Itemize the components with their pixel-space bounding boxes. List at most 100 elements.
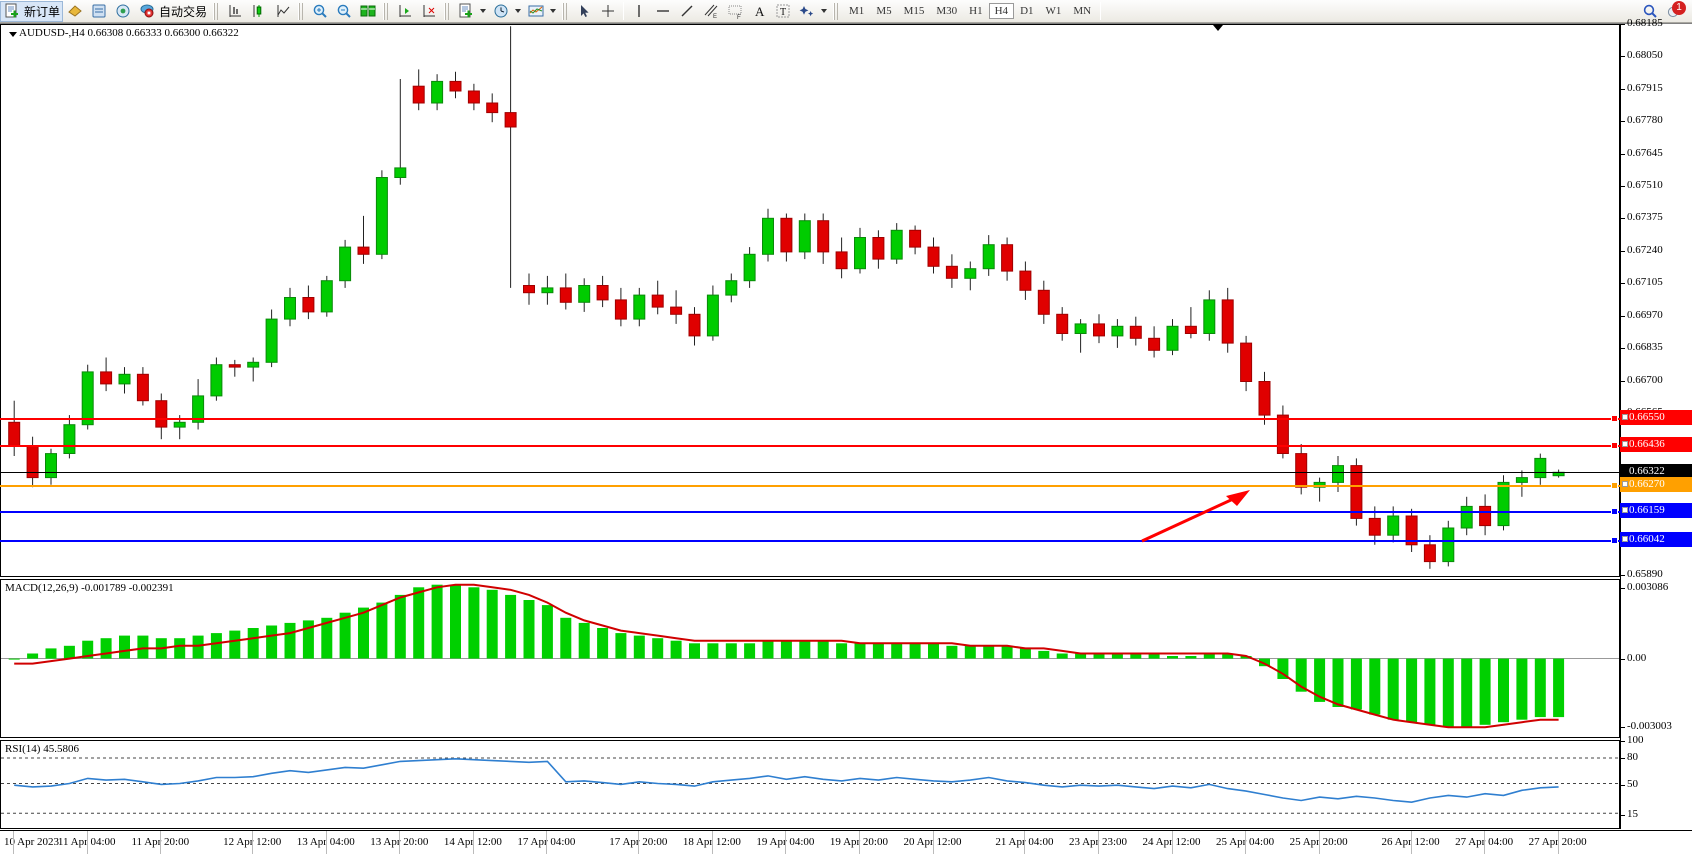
trendline-button[interactable]: [675, 1, 699, 22]
price-line-resistance-1[interactable]: [0, 417, 1620, 420]
timeframe-m5[interactable]: M5: [876, 5, 892, 17]
candle-body: [1276, 414, 1289, 455]
bar-chart-button[interactable]: [223, 1, 247, 22]
rsi-tick: [1621, 784, 1625, 786]
price-tick-label: 0.67105: [1627, 276, 1663, 289]
candle-body: [1148, 337, 1161, 351]
price-line-handle[interactable]: [1611, 508, 1618, 516]
market-watch-glyph: [90, 2, 108, 20]
toolbar-grip[interactable]: [383, 2, 391, 20]
price-tag-resistance-1[interactable]: 0.66550: [1620, 409, 1692, 425]
search-button[interactable]: [1638, 1, 1662, 22]
timeframe-h4[interactable]: H4: [988, 3, 1015, 19]
price-tag-marker: [1622, 413, 1628, 420]
candle-body: [1111, 325, 1124, 337]
chevron-down-icon[interactable]: [550, 9, 557, 13]
auto-scroll-button[interactable]: [417, 1, 441, 22]
toolbar-grip[interactable]: [562, 2, 570, 20]
zoom-out-button[interactable]: [332, 1, 356, 22]
cursor-button[interactable]: [572, 1, 596, 22]
equidistant-channel-button[interactable]: E: [699, 1, 723, 22]
time-tick: [785, 831, 787, 854]
shapes-button[interactable]: [795, 1, 830, 22]
fibonacci-button[interactable]: F: [723, 1, 747, 22]
time-scale[interactable]: 10 Apr 2023 11 Apr 04:00 11 Apr 20:00 12 Ap…: [0, 830, 1692, 854]
candle-body: [375, 177, 388, 255]
zoom-in-button[interactable]: [308, 1, 332, 22]
auto-trading-button[interactable]: 自动交易: [135, 1, 210, 22]
timeframe-m15[interactable]: M15: [903, 5, 925, 17]
price-line-resistance-2[interactable]: [0, 444, 1620, 447]
toolbar-grip[interactable]: [298, 2, 306, 20]
timeframe-m30[interactable]: M30: [936, 5, 958, 17]
navigator-button[interactable]: [111, 1, 135, 22]
rsi-tick: [1621, 758, 1625, 760]
chevron-down-icon[interactable]: [515, 9, 522, 13]
chevron-down-icon[interactable]: [480, 9, 487, 13]
market-watch-button[interactable]: [87, 1, 111, 22]
price-tag-last-price[interactable]: 0.66322: [1620, 464, 1692, 480]
macd-histogram-bar: [1424, 658, 1436, 725]
timeframe-w1[interactable]: W1: [1045, 5, 1062, 17]
price-tag-entry-line[interactable]: 0.66270: [1620, 476, 1692, 492]
macd-histogram-bar: [1259, 658, 1270, 667]
macd-histogram-bar: [321, 617, 333, 659]
chart-menu-icon[interactable]: [9, 32, 17, 37]
toolbar-grip[interactable]: [833, 2, 841, 20]
text-button[interactable]: A: [747, 1, 771, 22]
price-line-support-2[interactable]: [0, 539, 1620, 542]
candle-body: [486, 102, 499, 114]
macd-histogram-bar: [1498, 658, 1509, 723]
price-line-entry-line[interactable]: [0, 484, 1620, 487]
chart-area[interactable]: AUDUSD-,H4 0.66308 0.66333 0.66300 0.663…: [0, 17, 1692, 854]
indicators-button[interactable]: [454, 1, 489, 22]
macd-histogram-bar: [1516, 658, 1528, 720]
chart-shift-button[interactable]: [393, 1, 417, 22]
crosshair-button[interactable]: [596, 1, 620, 22]
vertical-line-button[interactable]: [627, 1, 651, 22]
macd-pane[interactable]: MACD(12,26,9) -0.001789 -0.002391: [0, 579, 1620, 738]
candle-body: [688, 313, 701, 337]
price-tag-support-1[interactable]: 0.66159: [1620, 503, 1692, 519]
candle-body: [302, 297, 315, 313]
line-chart-button[interactable]: [271, 1, 295, 22]
price-line-handle[interactable]: [1611, 536, 1618, 544]
time-tick: [638, 831, 640, 854]
notifications-button[interactable]: 1: [1662, 0, 1686, 22]
price-line-handle[interactable]: [1611, 414, 1618, 422]
timeframe-m1[interactable]: M1: [849, 5, 865, 17]
macd-histogram-bar: [229, 630, 241, 659]
text-label-button[interactable]: T: [771, 1, 795, 22]
price-line-handle[interactable]: [1611, 481, 1618, 489]
horizontal-line-button[interactable]: [651, 1, 675, 22]
timeframe-h1[interactable]: H1: [969, 5, 983, 17]
period-button[interactable]: [489, 1, 524, 22]
price-line-support-1[interactable]: [0, 511, 1620, 514]
timeframe-d1[interactable]: D1: [1020, 5, 1034, 17]
rsi-pane[interactable]: RSI(14) 45.5806: [0, 740, 1620, 829]
price-pane[interactable]: AUDUSD-,H4 0.66308 0.66333 0.66300 0.663…: [0, 24, 1620, 577]
new-order-button-label: 新订单: [24, 4, 61, 19]
price-scale[interactable]: 0.68185 0.68050 0.67915 0.67780 0.67645 0.675…: [1620, 17, 1692, 829]
price-tag-support-2[interactable]: 0.66042: [1620, 531, 1692, 547]
candlestick-chart-button[interactable]: [247, 1, 271, 22]
time-tick: [1097, 831, 1099, 854]
timeframe-mn[interactable]: MN: [1073, 5, 1092, 17]
chevron-down-icon[interactable]: [821, 9, 828, 13]
price-tag-resistance-2[interactable]: 0.66436: [1620, 436, 1692, 452]
macd-histogram-bar: [652, 638, 664, 659]
expert-advisors-button[interactable]: [63, 1, 87, 22]
candle-body: [927, 246, 940, 267]
macd-histogram-bar: [744, 643, 756, 659]
new-order-button[interactable]: 新订单: [0, 0, 64, 22]
toolbar-grip[interactable]: [213, 2, 221, 20]
price-tick: [1621, 575, 1625, 576]
price-line-handle[interactable]: [1611, 441, 1618, 449]
toolbar-grip[interactable]: [444, 2, 452, 20]
templates-button[interactable]: [524, 1, 559, 22]
data-window-button[interactable]: [356, 1, 380, 22]
trend-arrow[interactable]: [1138, 486, 1268, 546]
candle-body: [578, 285, 591, 303]
auto-scroll-glyph: [420, 2, 438, 20]
price-line-last-price[interactable]: [0, 472, 1620, 474]
